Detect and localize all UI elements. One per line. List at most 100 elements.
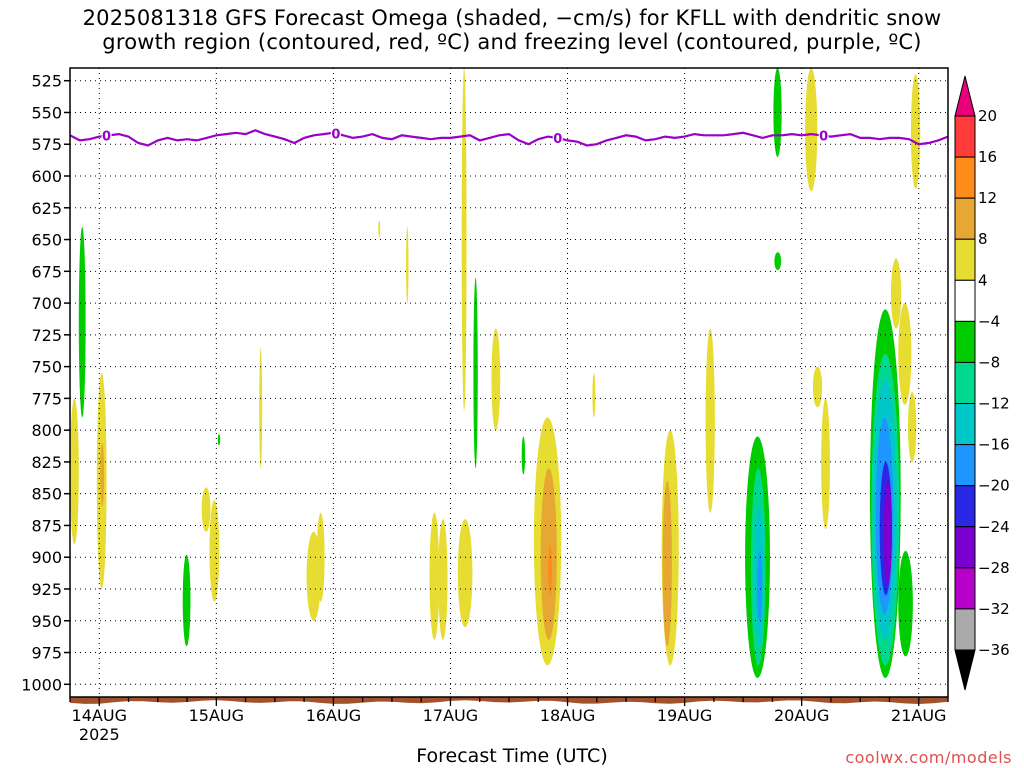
colorbar-swatch-5 (954, 320, 976, 363)
colorbar-top-arrow (954, 75, 976, 117)
omega-region-16 (457, 519, 473, 628)
y-tick-label-1000: 1000 (21, 675, 62, 694)
omega-region-4 (201, 487, 211, 532)
x-tick-label-17AUG: 17AUG (423, 706, 478, 725)
colorbar-label-13: −36 (978, 641, 1010, 659)
x-tick-sublabel-14AUG: 2025 (79, 725, 120, 744)
colorbar-label-4: 4 (978, 271, 988, 289)
y-tick-label-875: 875 (31, 516, 62, 535)
omega-region-7 (217, 433, 221, 446)
colorbar-label-10: −24 (978, 518, 1010, 536)
omega-region-32 (774, 252, 782, 271)
omega-region-8 (259, 347, 263, 469)
colorbar-label-9: −20 (978, 477, 1010, 495)
omega-region-18 (491, 328, 501, 431)
omega-shading (70, 68, 921, 678)
omega-region-41 (883, 480, 892, 586)
axes: 525 550 575 600 625 650 675 700 725 750 775 800 825 8… (21, 67, 949, 744)
omega-region-6 (182, 554, 191, 647)
colorbar-swatch-12 (954, 608, 976, 651)
colorbar-swatch-11 (954, 567, 976, 610)
freezing-level-label-3: 0 (819, 130, 828, 145)
x-tick-label-16AUG: 16AUG (306, 706, 361, 725)
y-tick-label-700: 700 (31, 294, 62, 313)
freezing-level-contour: 0 0 0 0 (69, 126, 949, 147)
y-tick-label-925: 925 (31, 580, 62, 599)
y-tick-label-800: 800 (31, 421, 62, 440)
y-tick-label-950: 950 (31, 612, 62, 631)
colorbar-swatch-10 (954, 526, 976, 569)
x-tick-label-20AUG: 20AUG (774, 706, 829, 725)
omega-region-14 (438, 519, 448, 640)
y-tick-label-775: 775 (31, 389, 62, 408)
colorbar-swatch-0 (954, 115, 976, 158)
colorbar-label-1: 16 (978, 148, 997, 166)
colorbar: 20 16 12 8 4 −4 −8 −12 −16 −20 −24 −28 −32 −36 (954, 75, 1010, 691)
x-tick-label-14AUG: 14AUG (72, 706, 127, 725)
omega-region-15 (461, 68, 467, 412)
y-tick-label-850: 850 (31, 485, 62, 504)
colorbar-label-6: −8 (978, 353, 1000, 371)
y-tick-label-625: 625 (31, 199, 62, 218)
freezing-level-label-0: 0 (102, 130, 111, 145)
omega-region-34 (812, 366, 823, 408)
omega-region-33 (805, 68, 818, 192)
y-tick-label-650: 650 (31, 231, 62, 250)
omega-region-5 (209, 500, 220, 602)
omega-region-3 (78, 226, 86, 418)
x-tick-label-21AUG: 21AUG (891, 706, 946, 725)
x-tick-label-18AUG: 18AUG (540, 706, 595, 725)
colorbar-label-2: 12 (978, 189, 997, 207)
y-tick-label-550: 550 (31, 103, 62, 122)
omega-region-12 (406, 226, 409, 304)
omega-region-43 (890, 258, 902, 329)
omega-region-23 (592, 372, 596, 418)
freezing-label-bg-3 (818, 128, 829, 143)
omega-region-45 (908, 392, 917, 462)
omega-region-1 (100, 442, 105, 507)
colorbar-label-5: −4 (978, 312, 1000, 330)
y-tick-label-750: 750 (31, 358, 62, 377)
credit-link[interactable]: coolwx.com/models (845, 748, 1012, 767)
y-tick-label-675: 675 (31, 262, 62, 281)
omega-region-13 (429, 512, 440, 640)
y-tick-label-525: 525 (31, 72, 62, 91)
omega-region-11 (378, 220, 381, 238)
y-tick-label-825: 825 (31, 453, 62, 472)
omega-region-17 (473, 277, 478, 469)
y-tick-label-575: 575 (31, 135, 62, 154)
colorbar-label-3: 8 (978, 230, 988, 248)
x-tick-label-15AUG: 15AUG (189, 706, 244, 725)
freezing-level-label-1: 0 (331, 127, 340, 142)
colorbar-swatch-1 (954, 156, 976, 199)
omega-region-46 (910, 74, 921, 189)
colorbar-label-7: −12 (978, 395, 1010, 413)
chart-title: 2025081318 GFS Forecast Omega (shaded, −… (0, 6, 1024, 54)
omega-region-19 (521, 436, 526, 475)
colorbar-swatch-3 (954, 238, 976, 281)
colorbar-swatch-7 (954, 403, 976, 446)
freezing-level-label-2: 0 (553, 132, 562, 147)
omega-region-2 (70, 398, 79, 545)
title-line-2: growth region (contoured, red, ºC) and f… (102, 30, 922, 54)
omega-region-25 (662, 480, 672, 647)
omega-region-44 (898, 303, 912, 405)
y-tick-label-725: 725 (31, 326, 62, 345)
colorbar-label-0: 20 (978, 107, 997, 125)
colorbar-swatch-6 (954, 361, 976, 405)
freezing-label-bg-0 (101, 128, 112, 143)
omega-region-42 (898, 550, 913, 657)
omega-region-22 (548, 544, 552, 596)
x-axis-label: Forecast Time (UTC) (416, 745, 608, 767)
colorbar-swatch-8 (954, 444, 976, 487)
freezing-label-bg-2 (552, 130, 563, 145)
omega-region-35 (821, 398, 830, 530)
colorbar-label-12: −32 (978, 600, 1010, 618)
omega-region-26 (705, 328, 715, 513)
x-tick-label-19AUG: 19AUG (657, 706, 712, 725)
freezing-level-line (69, 129, 949, 147)
colorbar-swatch-2 (954, 197, 976, 240)
colorbar-swatch-9 (954, 485, 976, 528)
omega-region-30 (757, 550, 763, 621)
